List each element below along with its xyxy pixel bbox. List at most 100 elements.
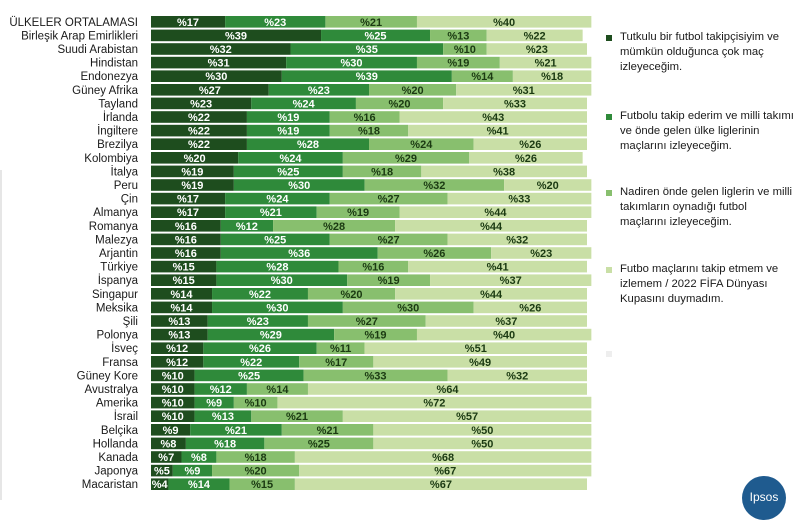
category-label: Amerika [96, 398, 139, 410]
data-label: %25 [277, 166, 299, 178]
bar-segment [151, 437, 186, 450]
bar-segment [168, 478, 230, 490]
bar-segment [151, 29, 322, 42]
bar-segment [151, 260, 217, 273]
bar-segment [203, 342, 317, 354]
category-label: Singapur [92, 289, 138, 301]
bar-segment [264, 437, 374, 450]
data-label: %33 [504, 98, 526, 110]
data-label: %23 [264, 17, 286, 29]
bar-segment [251, 410, 343, 422]
data-label: %25 [308, 438, 330, 450]
bar-segment [151, 138, 247, 150]
bar-segment [486, 29, 583, 42]
bar-segment [473, 138, 587, 150]
bar-segment [181, 451, 217, 463]
data-label: %28 [297, 139, 319, 151]
category-label: Türkiye [100, 262, 138, 274]
bar-segment [151, 451, 182, 463]
category-label: Güney Afrika [72, 85, 138, 97]
bar-segment [238, 152, 343, 164]
bar-segment [233, 396, 278, 409]
bar-segment [151, 165, 234, 178]
data-label: %28 [323, 221, 345, 233]
bar-segment [246, 138, 369, 150]
data-label: %12 [166, 343, 188, 355]
bar-segment [251, 97, 356, 110]
category-label: Kolombiya [84, 153, 138, 165]
bar-segment [451, 70, 513, 82]
category-label: Tayland [98, 98, 138, 110]
data-label: %30 [397, 302, 419, 314]
data-label: %17 [177, 17, 199, 29]
bar-segment [504, 179, 592, 191]
data-label: %21 [225, 425, 247, 437]
bar-segment [233, 179, 365, 191]
data-label: %21 [535, 58, 557, 70]
data-label: %41 [487, 126, 509, 138]
data-label: %67 [430, 479, 452, 491]
data-label: %19 [277, 126, 299, 138]
bar-segment [151, 274, 217, 286]
bar-segment [408, 124, 587, 137]
data-label: %16 [175, 221, 197, 233]
bar-segment [151, 84, 269, 96]
category-label: ÜLKELER ORTALAMASI [9, 17, 138, 29]
bar-segment [281, 70, 452, 82]
bar-segment [512, 70, 592, 82]
bar-segment [286, 56, 417, 69]
data-label: %22 [188, 126, 210, 138]
bar-segment [212, 288, 308, 300]
bar-segment [151, 383, 195, 395]
data-label: %39 [225, 30, 247, 42]
legend-label: Tutkulu bir futbol takipçisiyim ve mümkü… [620, 31, 780, 74]
bar-segment [294, 478, 587, 490]
category-label: Arjantin [99, 248, 138, 260]
data-label: %17 [177, 194, 199, 206]
data-label: %31 [513, 85, 535, 97]
bar-segment [151, 220, 221, 232]
legend-label: Futbolu takip ederim ve milli takımı ve … [620, 110, 794, 153]
category-label: Japonya [95, 466, 139, 478]
data-label: %12 [210, 384, 232, 396]
bar-segment [216, 260, 339, 273]
data-label: %24 [293, 98, 316, 110]
data-label: %19 [365, 330, 387, 342]
category-label: İtalya [111, 165, 139, 178]
bar-segment [499, 56, 592, 69]
bar-segment [220, 220, 274, 232]
legend-swatch [606, 267, 612, 273]
category-label: İrlanda [103, 111, 139, 124]
data-label: %35 [356, 44, 378, 56]
data-label: %22 [524, 30, 546, 42]
bar-segment [430, 274, 592, 286]
data-label: %15 [251, 479, 273, 491]
bar-segment [334, 328, 417, 341]
data-label: %8 [191, 452, 207, 464]
category-label: Endonezya [80, 71, 138, 83]
data-label: %9 [184, 466, 200, 478]
data-label: %29 [260, 330, 282, 342]
data-label: %16 [175, 234, 197, 246]
bar-segment [225, 192, 330, 205]
data-label: %12 [166, 357, 188, 369]
bar-segment [151, 192, 226, 205]
bar-segment [203, 356, 300, 368]
data-label: %72 [423, 398, 445, 410]
data-label: %43 [482, 112, 504, 124]
data-label: %20 [389, 98, 411, 110]
category-label: Suudi Arabistan [57, 44, 138, 56]
data-label: %51 [465, 343, 487, 355]
data-label: %14 [171, 289, 194, 301]
bar-segment [220, 247, 378, 259]
legend-swatch [606, 351, 612, 357]
legend-swatch [606, 190, 612, 196]
bar-segment [369, 84, 457, 96]
legend-label: Futbo maçlarını takip etmem ve izlemem /… [620, 263, 779, 306]
bar-segment [151, 342, 204, 354]
data-label: %39 [356, 71, 378, 83]
bar-segment [299, 356, 374, 368]
data-label: %10 [454, 44, 476, 56]
logo-text: Ipsos [749, 490, 779, 504]
category-label: Fransa [102, 357, 138, 369]
